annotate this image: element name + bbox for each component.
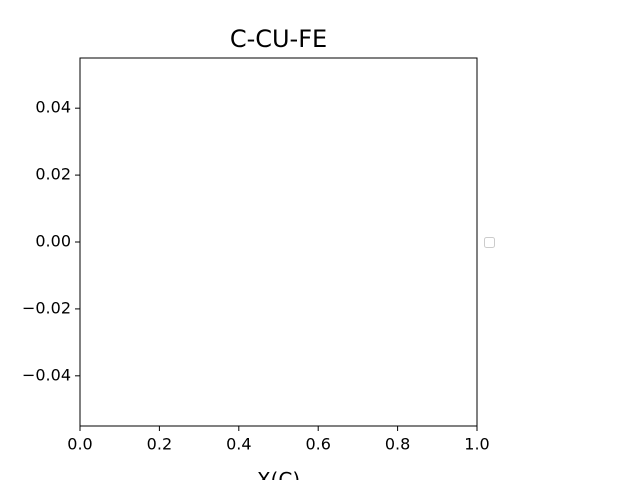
x-tick-label: 1.0	[464, 435, 489, 454]
y-tick-label: −0.02	[22, 298, 71, 317]
chart-title: C-CU-FE	[230, 25, 327, 53]
x-tick-label: 0.4	[226, 435, 251, 454]
y-tick-label: −0.04	[22, 365, 71, 384]
y-tick-label: 0.00	[35, 232, 71, 251]
x-tick-label: 0.8	[385, 435, 410, 454]
legend-box	[484, 237, 495, 248]
y-tick-label: 0.04	[35, 98, 71, 117]
y-tick-label: 0.02	[35, 165, 71, 184]
x-tick-label: 0.2	[147, 435, 172, 454]
x-axis-label: X(C)	[257, 468, 300, 480]
x-tick-label: 0.6	[305, 435, 330, 454]
x-tick-label: 0.0	[67, 435, 92, 454]
